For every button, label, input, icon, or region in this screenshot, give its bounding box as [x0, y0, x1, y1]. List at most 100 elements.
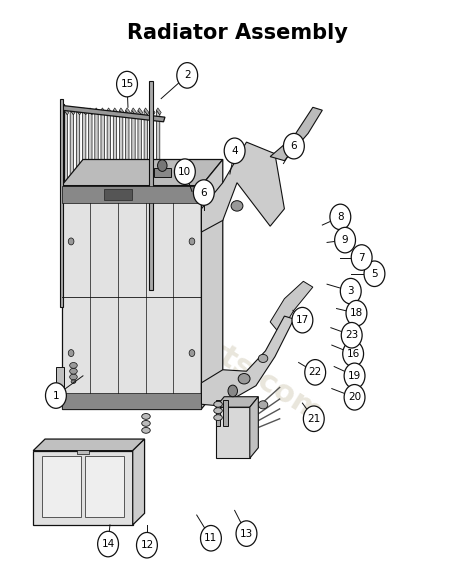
Polygon shape [144, 110, 147, 291]
Circle shape [189, 238, 195, 245]
Ellipse shape [70, 368, 77, 374]
Circle shape [364, 261, 385, 287]
Ellipse shape [214, 401, 222, 407]
Ellipse shape [70, 374, 77, 380]
Polygon shape [250, 397, 258, 458]
Text: 11: 11 [204, 533, 218, 543]
Text: 6: 6 [291, 141, 297, 151]
Polygon shape [150, 108, 155, 115]
Text: 23: 23 [345, 330, 358, 340]
Polygon shape [149, 81, 153, 290]
Text: 4: 4 [231, 146, 238, 156]
Text: 20: 20 [348, 392, 361, 403]
Circle shape [189, 350, 195, 357]
Polygon shape [126, 108, 130, 115]
Polygon shape [138, 108, 143, 115]
Text: 5: 5 [371, 269, 378, 279]
Circle shape [174, 159, 195, 184]
Text: 8: 8 [337, 212, 344, 222]
Circle shape [193, 180, 214, 205]
Polygon shape [101, 110, 104, 293]
Polygon shape [62, 186, 201, 409]
Text: 22: 22 [309, 367, 322, 378]
Circle shape [344, 363, 365, 389]
Ellipse shape [142, 420, 150, 426]
Polygon shape [126, 110, 129, 292]
Polygon shape [33, 451, 133, 525]
Polygon shape [201, 160, 223, 409]
Polygon shape [77, 450, 89, 454]
Polygon shape [201, 142, 284, 232]
Text: 3: 3 [347, 286, 354, 296]
Ellipse shape [258, 354, 268, 362]
Polygon shape [42, 456, 81, 517]
Ellipse shape [70, 362, 77, 368]
Polygon shape [156, 110, 160, 291]
Circle shape [305, 360, 326, 385]
Text: 6: 6 [201, 187, 207, 198]
Text: 16: 16 [346, 349, 360, 359]
Text: Parts.com: Parts.com [166, 313, 327, 429]
Circle shape [201, 525, 221, 551]
Polygon shape [132, 108, 137, 115]
Text: 10: 10 [178, 166, 191, 177]
Circle shape [344, 385, 365, 410]
Circle shape [68, 238, 74, 245]
Circle shape [46, 383, 66, 408]
Text: 2: 2 [184, 70, 191, 81]
Polygon shape [60, 99, 63, 307]
Circle shape [292, 307, 313, 333]
Polygon shape [150, 110, 154, 291]
Text: 17: 17 [296, 315, 309, 325]
Polygon shape [103, 188, 131, 200]
Text: 21: 21 [307, 414, 320, 424]
Ellipse shape [231, 201, 243, 211]
Polygon shape [33, 439, 145, 451]
Polygon shape [156, 108, 161, 115]
Circle shape [68, 350, 74, 357]
Text: Radiator Assembly: Radiator Assembly [127, 23, 347, 43]
Circle shape [343, 341, 364, 367]
Polygon shape [154, 168, 171, 177]
Polygon shape [76, 108, 81, 115]
Ellipse shape [214, 408, 222, 414]
Circle shape [224, 138, 245, 164]
Polygon shape [107, 108, 112, 115]
Text: 15: 15 [120, 79, 134, 89]
Circle shape [283, 133, 304, 159]
Polygon shape [144, 108, 149, 115]
Polygon shape [216, 407, 250, 458]
Ellipse shape [214, 415, 222, 420]
Circle shape [117, 71, 137, 97]
Polygon shape [64, 110, 67, 296]
Text: 9: 9 [342, 235, 348, 245]
Ellipse shape [71, 380, 76, 383]
Circle shape [340, 278, 361, 304]
Polygon shape [119, 108, 124, 115]
Polygon shape [113, 108, 118, 115]
Polygon shape [216, 397, 258, 407]
Text: 19: 19 [348, 371, 361, 381]
Text: 13: 13 [240, 528, 253, 539]
Polygon shape [56, 367, 64, 389]
Polygon shape [270, 107, 322, 161]
Polygon shape [216, 400, 220, 426]
Polygon shape [101, 108, 106, 115]
Polygon shape [133, 439, 145, 525]
Polygon shape [85, 456, 124, 517]
Polygon shape [89, 110, 92, 295]
Polygon shape [95, 108, 100, 115]
Polygon shape [76, 110, 80, 295]
Polygon shape [62, 186, 201, 203]
Polygon shape [70, 108, 75, 115]
Circle shape [351, 245, 372, 270]
Polygon shape [62, 393, 201, 409]
Polygon shape [64, 108, 69, 115]
Circle shape [177, 63, 198, 88]
Ellipse shape [238, 374, 250, 384]
Text: 14: 14 [101, 539, 115, 549]
Polygon shape [119, 110, 123, 292]
Text: 7: 7 [358, 252, 365, 263]
Polygon shape [95, 110, 98, 294]
Polygon shape [223, 400, 228, 426]
